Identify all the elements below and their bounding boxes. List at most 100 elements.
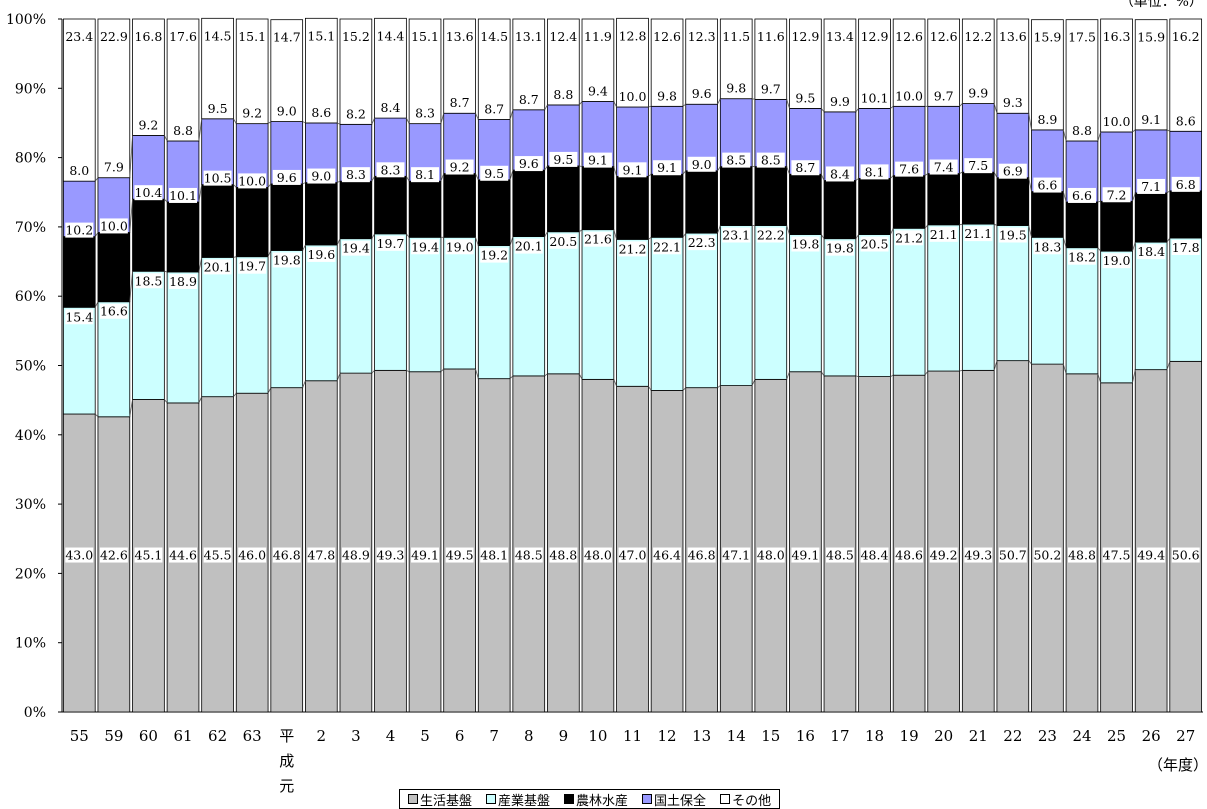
data-label-bg	[341, 29, 370, 44]
data-label-bg	[653, 239, 682, 255]
data-label: 42.6	[100, 548, 128, 563]
data-label: 19.5	[999, 228, 1027, 243]
series-connector-line	[682, 232, 687, 238]
series-connector-line	[440, 173, 445, 182]
data-label: 15.1	[307, 28, 335, 43]
data-label: 9.6	[277, 170, 297, 185]
data-label: 17.8	[1172, 240, 1200, 255]
series-connector-line	[613, 379, 617, 387]
data-label-bg	[307, 547, 336, 563]
legend-label: 生活基盤	[420, 793, 473, 809]
bar-segment	[754, 378, 788, 713]
series-connector-line	[267, 250, 272, 257]
bar-segment	[408, 180, 442, 238]
data-label: 48.8	[1068, 548, 1096, 563]
series-connector-line	[682, 387, 687, 391]
series-connector-line	[129, 135, 133, 178]
data-label-bg	[1171, 547, 1200, 563]
bar-segment	[581, 378, 615, 713]
series-connector-line	[855, 178, 859, 181]
data-label-bg	[929, 29, 958, 44]
data-label: 19.6	[307, 247, 335, 262]
bar-segment	[892, 374, 926, 713]
data-label-bg	[549, 233, 578, 249]
series-connector-line	[371, 233, 375, 239]
data-label: 7.5	[968, 158, 988, 173]
series-connector-line	[1166, 361, 1171, 370]
bar-segment	[1134, 241, 1168, 371]
bar-segment	[858, 376, 891, 713]
series-connector-line	[1062, 237, 1067, 248]
data-label: 9.6	[519, 156, 539, 171]
bar-segment	[443, 173, 476, 238]
data-label: 8.4	[830, 166, 850, 181]
bar-segment	[754, 225, 788, 380]
bar-segment	[650, 236, 684, 391]
data-label-bg	[307, 104, 336, 120]
data-label: 19.8	[791, 237, 819, 252]
series-connector-line	[336, 238, 341, 246]
data-label: 12.9	[861, 29, 889, 44]
bar-segment	[892, 227, 926, 376]
data-label: 7.1	[1141, 179, 1161, 194]
data-label-bg	[687, 235, 716, 251]
data-label-bg	[134, 547, 163, 563]
x-tick-label: 10	[588, 727, 607, 745]
data-label: 18.9	[169, 274, 197, 289]
data-label-bg	[825, 240, 854, 256]
bar-segment	[892, 175, 926, 229]
data-label-bg	[687, 86, 716, 102]
series-connector-line	[786, 225, 790, 235]
data-label: 10.1	[169, 188, 197, 203]
y-tick-label: 70%	[15, 220, 46, 236]
series-connector-line	[1097, 131, 1102, 142]
bar-segment	[374, 233, 407, 371]
data-label-bg	[307, 246, 336, 262]
data-label-bg	[583, 29, 612, 44]
data-label: 10.0	[100, 218, 128, 233]
data-label-bg	[480, 101, 509, 117]
data-label: 9.6	[692, 86, 712, 101]
data-label: 10.2	[65, 223, 93, 238]
bar-segment	[961, 223, 995, 371]
data-label-bg	[653, 29, 682, 44]
series-connector-line	[302, 244, 306, 251]
legend: 生活基盤 産業基盤 農林水産 国土保全 その他	[399, 789, 781, 809]
series-connector-line	[959, 171, 963, 174]
data-label: 8.1	[415, 167, 435, 182]
data-label-bg	[99, 29, 128, 44]
bar-segment	[512, 375, 546, 713]
data-label-bg	[722, 227, 751, 243]
data-label: 21.2	[619, 241, 647, 256]
data-label-bg	[341, 106, 370, 122]
series-connector-line	[717, 225, 721, 234]
data-label-bg	[1171, 113, 1200, 129]
series-connector-line	[924, 370, 929, 376]
data-label-bg	[272, 547, 301, 563]
data-label: 9.1	[1141, 112, 1161, 127]
series-connector-line	[855, 108, 859, 113]
data-label: 9.1	[588, 153, 608, 168]
data-label: 19.7	[377, 236, 405, 251]
series-connector-line	[509, 375, 514, 379]
data-label: 18.2	[1068, 250, 1096, 265]
data-label-bg	[203, 28, 232, 44]
data-label-bg	[445, 159, 474, 175]
data-label-bg	[169, 547, 198, 563]
series-connector-line	[717, 98, 721, 105]
series-connector-line	[1097, 200, 1101, 203]
data-label: 46.4	[653, 548, 681, 563]
data-label: 9.7	[761, 81, 781, 96]
y-tick-label: 90%	[15, 81, 46, 97]
bar-segment	[1169, 237, 1203, 362]
data-label-bg	[203, 547, 232, 563]
series-connector-line	[163, 135, 168, 142]
data-label-bg	[756, 29, 785, 44]
x-tick-label: 15	[761, 727, 780, 745]
legend-item: 国土保全	[642, 790, 706, 809]
data-label: 48.8	[549, 548, 577, 563]
bar-segment	[477, 378, 511, 713]
data-label-bg	[445, 95, 474, 111]
data-label: 10.0	[1103, 114, 1131, 129]
data-label: 22.1	[653, 239, 681, 254]
